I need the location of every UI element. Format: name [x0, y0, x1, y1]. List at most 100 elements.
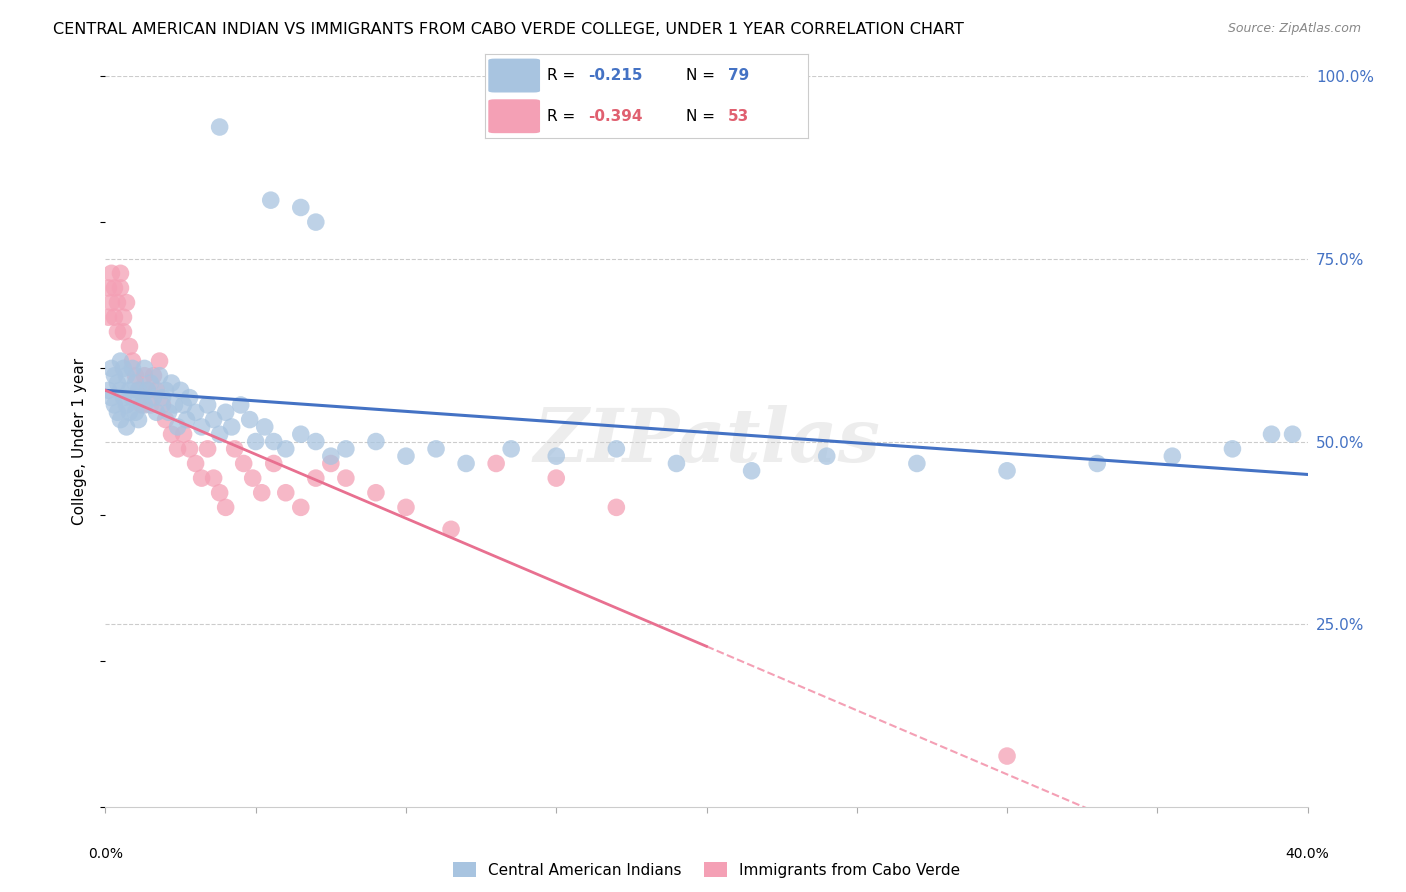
- Point: [107, 325, 129, 339]
- Point: [103, 281, 125, 295]
- Point: [142, 368, 165, 383]
- Point: [364, 485, 387, 500]
- Y-axis label: College, Under 1 year: College, Under 1 year: [72, 358, 87, 525]
- Point: [1222, 442, 1244, 456]
- Point: [335, 471, 357, 485]
- Point: [1281, 427, 1303, 442]
- Point: [107, 295, 129, 310]
- Point: [115, 368, 138, 383]
- Point: [263, 457, 285, 471]
- Point: [1161, 449, 1184, 463]
- Point: [263, 434, 285, 449]
- Point: [134, 398, 156, 412]
- Point: [100, 266, 122, 280]
- Point: [166, 420, 188, 434]
- Text: 79: 79: [728, 68, 749, 83]
- Point: [208, 485, 231, 500]
- Point: [995, 749, 1018, 764]
- Point: [118, 405, 141, 419]
- Text: 40.0%: 40.0%: [1285, 847, 1330, 862]
- Point: [121, 361, 143, 376]
- Point: [121, 354, 143, 368]
- Point: [208, 120, 231, 134]
- Point: [202, 412, 225, 426]
- Text: CENTRAL AMERICAN INDIAN VS IMMIGRANTS FROM CABO VERDE COLLEGE, UNDER 1 YEAR CORR: CENTRAL AMERICAN INDIAN VS IMMIGRANTS FR…: [53, 22, 965, 37]
- Point: [221, 420, 243, 434]
- Point: [115, 420, 138, 434]
- Point: [134, 361, 156, 376]
- Point: [305, 215, 328, 229]
- Point: [107, 405, 129, 419]
- Point: [100, 295, 122, 310]
- Point: [173, 427, 195, 442]
- Point: [148, 368, 170, 383]
- Point: [184, 405, 207, 419]
- Point: [305, 471, 328, 485]
- Point: [131, 398, 153, 412]
- Point: [110, 384, 132, 398]
- Point: [103, 398, 125, 412]
- Point: [97, 281, 120, 295]
- Point: [260, 193, 283, 207]
- Point: [239, 412, 262, 426]
- Text: N =: N =: [686, 68, 720, 83]
- Point: [97, 310, 120, 325]
- Point: [224, 442, 246, 456]
- Text: Source: ZipAtlas.com: Source: ZipAtlas.com: [1227, 22, 1361, 36]
- Point: [208, 427, 231, 442]
- Point: [290, 201, 312, 215]
- Point: [118, 384, 141, 398]
- Point: [242, 471, 264, 485]
- Point: [112, 391, 135, 405]
- Text: 0.0%: 0.0%: [89, 847, 122, 862]
- FancyBboxPatch shape: [488, 59, 540, 93]
- Point: [546, 471, 568, 485]
- Point: [253, 420, 276, 434]
- Point: [250, 485, 273, 500]
- Point: [110, 354, 132, 368]
- Point: [190, 420, 212, 434]
- Point: [197, 398, 219, 412]
- Point: [121, 391, 143, 405]
- Point: [173, 398, 195, 412]
- Point: [128, 384, 150, 398]
- Point: [112, 361, 135, 376]
- Point: [100, 391, 122, 405]
- Point: [124, 376, 146, 390]
- Point: [112, 325, 135, 339]
- Point: [169, 384, 191, 398]
- Point: [136, 384, 159, 398]
- Point: [118, 339, 141, 353]
- Text: 53: 53: [728, 109, 749, 124]
- Point: [364, 434, 387, 449]
- Point: [145, 384, 167, 398]
- Text: -0.394: -0.394: [589, 109, 643, 124]
- Point: [197, 442, 219, 456]
- Point: [176, 412, 198, 426]
- Point: [136, 384, 159, 398]
- Point: [157, 405, 180, 419]
- Point: [501, 442, 523, 456]
- Point: [131, 391, 153, 405]
- Point: [166, 442, 188, 456]
- Point: [124, 368, 146, 383]
- Text: R =: R =: [547, 68, 579, 83]
- Point: [179, 442, 201, 456]
- Point: [274, 485, 297, 500]
- Point: [160, 427, 183, 442]
- Point: [139, 398, 162, 412]
- Point: [319, 449, 342, 463]
- Point: [115, 398, 138, 412]
- Point: [290, 427, 312, 442]
- Point: [110, 281, 132, 295]
- Point: [145, 405, 167, 419]
- FancyBboxPatch shape: [488, 99, 540, 133]
- Point: [179, 391, 201, 405]
- Point: [232, 457, 254, 471]
- Point: [546, 449, 568, 463]
- Text: N =: N =: [686, 109, 720, 124]
- Point: [1085, 457, 1108, 471]
- Point: [134, 368, 156, 383]
- Point: [103, 368, 125, 383]
- Point: [605, 442, 627, 456]
